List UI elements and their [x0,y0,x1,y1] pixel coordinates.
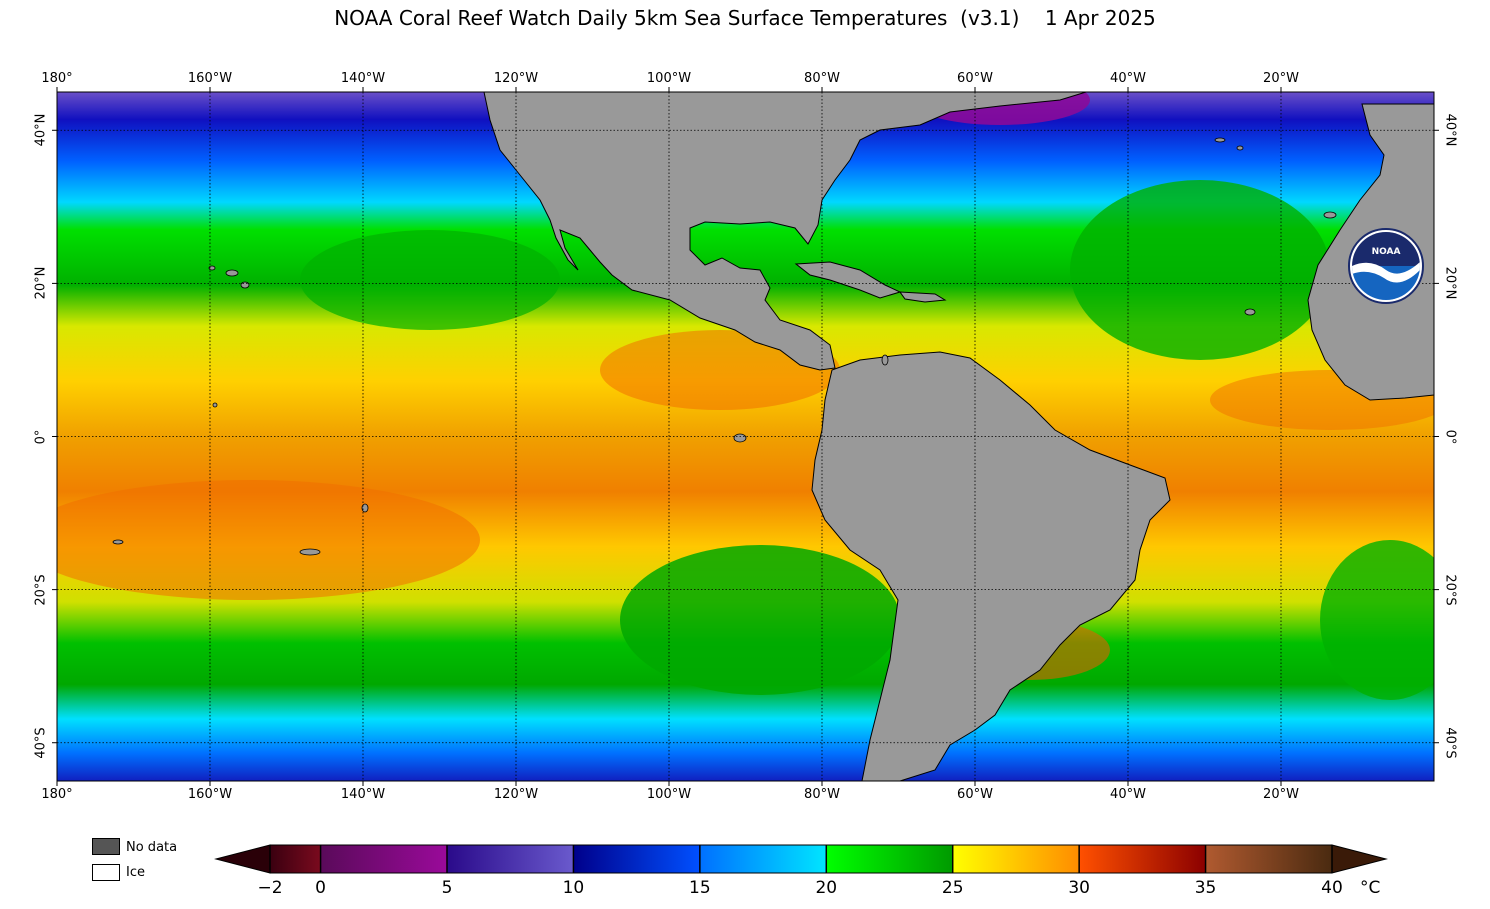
lon-label-bottom: 100°W [646,787,692,802]
lat-label-right: 40°S [1442,727,1458,759]
lon-label-bottom: 40°W [1110,787,1146,802]
cool-gyre-north-atlantic [1070,180,1330,360]
lon-label-top: 80°W [804,71,840,86]
south-america [811,351,1171,781]
colorbar-tick-label: 25 [941,878,964,898]
lon-label-top: 120°W [493,71,539,86]
svg-text:NOAA: NOAA [1372,247,1401,257]
lon-label-top: 100°W [646,71,692,86]
lat-label-right: 0° [1442,429,1458,444]
lat-label-left: 40°S [33,727,49,759]
lon-label-bottom: 20°W [1263,787,1299,802]
no-data-swatch [92,838,120,855]
colorbar-tick-label: 30 [1068,878,1090,898]
lon-label-top: 140°W [340,71,386,86]
lat-label-left: 20°N [33,266,49,300]
axis-ticks [52,87,1439,786]
colorbar-tick-label: −2 [257,878,283,898]
map-title: NOAA Coral Reef Watch Daily 5km Sea Surf… [334,6,1156,30]
lon-label-bottom: 160°W [187,787,233,802]
lon-label-top: 40°W [1110,71,1146,86]
colorbar-tick-label: 10 [562,878,585,898]
lon-label-bottom: 60°W [957,787,993,802]
colorbar-tick-label: 15 [689,878,711,898]
colorbar-tick-label: 40 [1321,878,1343,898]
lon-label-bottom: 140°W [340,787,386,802]
lon-label-top: 20°W [1263,71,1299,86]
ocean-layer [57,92,1434,781]
lon-label-bottom: 120°W [493,787,539,802]
lon-label-top: 60°W [957,71,993,86]
ice-swatch [92,864,120,881]
colorbar-gradient [269,844,1333,874]
colorbar-tick-label: 0 [315,878,326,898]
cool-gyre-north-pacific [300,230,560,330]
lon-label-top: 180° [41,71,73,86]
lat-label-right: 20°S [1442,573,1458,606]
colorbar-unit: °C [1360,878,1381,898]
lon-label-top: 160°W [187,71,233,86]
noaa-logo: NOAA [1348,228,1424,304]
colorbar-tick-label: 20 [815,878,838,898]
colorbar-under-arrow [214,844,271,874]
colorbar-over-arrow [1331,844,1388,874]
gridlines [57,92,1434,781]
north-america [483,92,1087,371]
no-data-label: No data [126,840,178,855]
warm-pool-south-pacific [57,480,480,600]
islands [112,137,1337,556]
lat-label-left: 20°S [33,573,49,606]
cool-gyre-south-pacific [620,545,900,695]
colorbar [214,844,1388,874]
lat-label-left: 0° [33,429,49,444]
lon-label-bottom: 80°W [804,787,840,802]
ice-label: Ice [126,865,145,880]
lon-label-bottom: 180° [41,787,73,802]
lat-label-left: 40°N [33,113,49,147]
colorbar-tick-label: 35 [1194,878,1217,898]
lat-label-right: 40°N [1442,113,1458,147]
cool-gyre-south-atlantic [1320,540,1434,700]
lat-label-right: 20°N [1442,266,1458,300]
colorbar-tick-label: 5 [441,878,453,898]
hispaniola [898,291,947,303]
